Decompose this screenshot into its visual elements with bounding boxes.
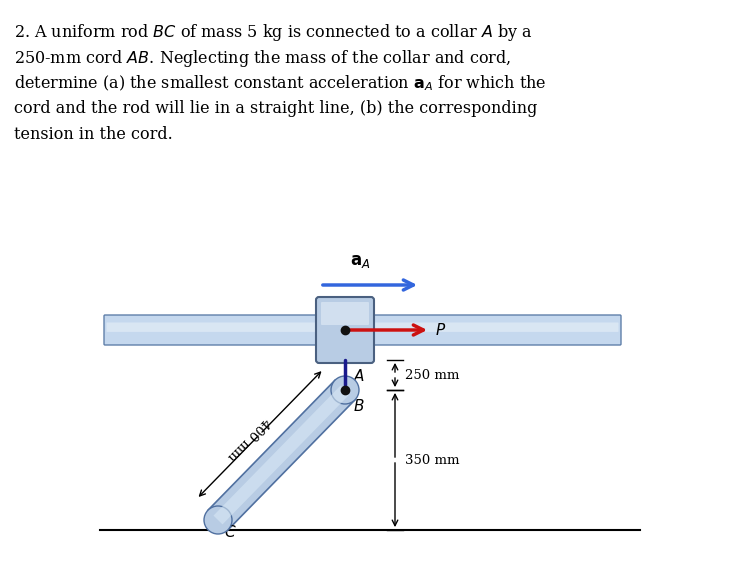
Text: 2. A uniform rod $BC$ of mass 5 kg is connected to a collar $A$ by a: 2. A uniform rod $BC$ of mass 5 kg is co… bbox=[14, 22, 533, 43]
Text: tension in the cord.: tension in the cord. bbox=[14, 126, 173, 143]
Text: 250-mm cord $AB$. Neglecting the mass of the collar and cord,: 250-mm cord $AB$. Neglecting the mass of… bbox=[14, 48, 511, 69]
Text: cord and the rod will lie in a straight line, (b) the corresponding: cord and the rod will lie in a straight … bbox=[14, 100, 537, 117]
Text: 400 mm: 400 mm bbox=[225, 415, 272, 463]
Text: $\mathbf{a}_{A}$: $\mathbf{a}_{A}$ bbox=[350, 253, 370, 270]
Text: determine (a) the smallest constant acceleration $\mathbf{a}_{A}$ for which the: determine (a) the smallest constant acce… bbox=[14, 74, 547, 93]
Ellipse shape bbox=[331, 376, 359, 404]
Text: $A$: $A$ bbox=[353, 368, 366, 384]
FancyBboxPatch shape bbox=[106, 323, 619, 332]
FancyBboxPatch shape bbox=[321, 302, 369, 325]
Text: $P$: $P$ bbox=[435, 322, 446, 338]
Ellipse shape bbox=[204, 506, 232, 534]
Polygon shape bbox=[213, 385, 350, 525]
Text: $C$: $C$ bbox=[224, 524, 237, 540]
FancyBboxPatch shape bbox=[316, 297, 374, 363]
FancyBboxPatch shape bbox=[104, 315, 621, 345]
Text: 250 mm: 250 mm bbox=[405, 369, 459, 381]
Text: 350 mm: 350 mm bbox=[405, 453, 459, 467]
Text: $B$: $B$ bbox=[353, 398, 365, 414]
Polygon shape bbox=[208, 380, 355, 530]
